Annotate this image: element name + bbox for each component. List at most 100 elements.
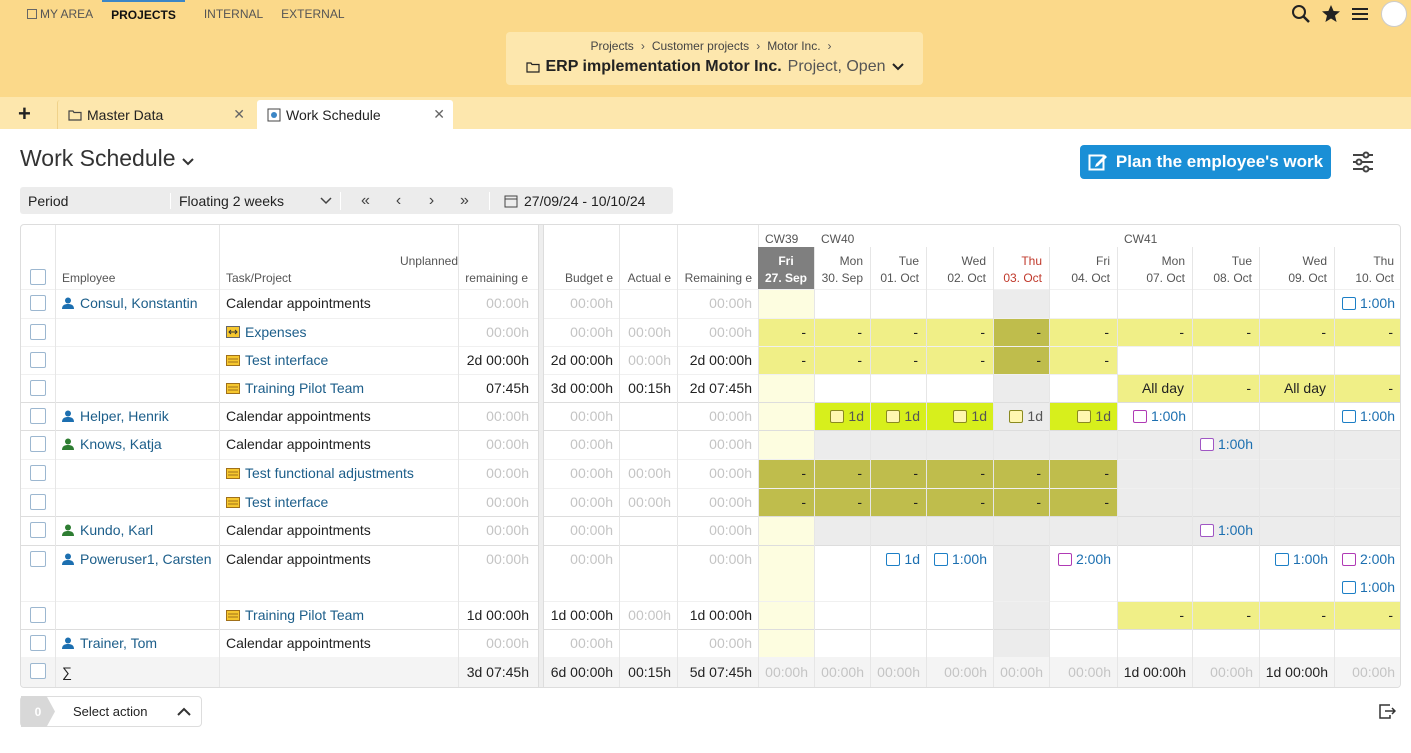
plan-cell[interactable]: - xyxy=(801,352,806,368)
plan-cell[interactable]: - xyxy=(1036,494,1041,510)
plan-bar[interactable] xyxy=(758,318,1400,346)
plan-cell[interactable]: - xyxy=(1104,494,1109,510)
select-action-dropdown[interactable]: 0 Select action xyxy=(20,696,202,727)
column-header-actual[interactable]: Actual e xyxy=(627,271,671,285)
plan-bar[interactable] xyxy=(1117,601,1400,629)
plan-cell[interactable]: - xyxy=(1104,324,1109,340)
plan-cell[interactable]: All day xyxy=(1283,380,1326,396)
task-link[interactable]: Expenses xyxy=(226,318,456,346)
plan-cell[interactable]: - xyxy=(1179,324,1184,340)
appointment-cell[interactable]: 2:00h xyxy=(1049,545,1111,573)
totals-checkbox[interactable] xyxy=(30,663,46,679)
plan-cell[interactable]: - xyxy=(857,352,862,368)
plan-cell[interactable]: - xyxy=(1036,352,1041,368)
column-header-task[interactable]: Task/Project xyxy=(226,271,292,285)
row-checkbox[interactable] xyxy=(30,436,46,452)
column-header-employee[interactable]: Employee xyxy=(62,271,116,285)
task-link[interactable]: Test functional adjustments xyxy=(226,459,456,487)
plan-employee-work-button[interactable]: Plan the employee's work xyxy=(1080,145,1331,179)
star-icon[interactable] xyxy=(1321,4,1341,24)
row-checkbox[interactable] xyxy=(30,324,46,340)
row-checkbox[interactable] xyxy=(30,494,46,510)
plan-bar-holiday[interactable] xyxy=(993,346,1049,374)
row-checkbox[interactable] xyxy=(30,465,46,481)
export-icon[interactable] xyxy=(1378,702,1397,723)
plan-bar[interactable] xyxy=(758,346,1117,374)
plan-cell[interactable]: - xyxy=(1246,380,1251,396)
plan-bar-absent[interactable] xyxy=(758,459,1117,488)
plan-cell[interactable]: - xyxy=(1036,324,1041,340)
plan-cell[interactable]: - xyxy=(1246,324,1251,340)
row-checkbox[interactable] xyxy=(30,551,46,567)
plan-cell[interactable]: - xyxy=(980,465,985,481)
plan-cell[interactable]: - xyxy=(801,494,806,510)
next-period-icon[interactable]: › xyxy=(428,191,435,209)
plan-cell[interactable]: - xyxy=(1104,352,1109,368)
employee-link[interactable]: Trainer, Tom xyxy=(61,629,216,657)
column-header-unplanned[interactable]: Unplanned xyxy=(399,254,458,268)
plan-cell[interactable]: - xyxy=(1179,607,1184,623)
page-title[interactable]: Work Schedule xyxy=(20,145,194,172)
plan-cell[interactable]: - xyxy=(913,324,918,340)
plan-cell[interactable]: - xyxy=(980,324,985,340)
tab-work-schedule[interactable]: Work Schedule ✕ xyxy=(257,100,453,129)
plan-cell[interactable]: - xyxy=(1321,607,1326,623)
nav-projects[interactable]: PROJECTS xyxy=(102,0,185,28)
plan-bar-holiday[interactable] xyxy=(993,318,1049,346)
row-checkbox[interactable] xyxy=(30,408,46,424)
appointment-cell[interactable]: 1:00h xyxy=(1334,573,1395,601)
appointment-cell[interactable]: 1d xyxy=(870,402,920,430)
menu-icon[interactable] xyxy=(1351,4,1371,24)
plan-cell[interactable]: - xyxy=(857,324,862,340)
select-all-checkbox[interactable] xyxy=(30,269,46,285)
row-checkbox[interactable] xyxy=(30,607,46,623)
task-link[interactable]: Training Pilot Team xyxy=(226,601,456,629)
employee-link[interactable]: Consul, Konstantin xyxy=(61,289,216,317)
plan-cell[interactable]: - xyxy=(1246,607,1251,623)
plan-cell[interactable]: - xyxy=(913,494,918,510)
close-icon[interactable]: ✕ xyxy=(433,106,445,122)
plan-cell[interactable]: - xyxy=(857,494,862,510)
breadcrumb-projects[interactable]: Projects xyxy=(590,39,634,53)
breadcrumb-customer-projects[interactable]: Customer projects xyxy=(651,39,750,53)
settings-sliders-icon[interactable] xyxy=(1351,150,1375,177)
appointment-cell[interactable]: 1:00h xyxy=(1117,402,1186,430)
appointment-cell[interactable]: 1:00h xyxy=(1192,430,1253,458)
plan-cell[interactable]: - xyxy=(980,352,985,368)
plan-cell[interactable]: - xyxy=(980,494,985,510)
employee-link[interactable]: Kundo, Karl xyxy=(61,516,216,544)
appointment-cell[interactable]: 1:00h xyxy=(1334,289,1395,317)
plan-bar[interactable] xyxy=(1117,374,1400,402)
previous-period-icon[interactable]: ‹ xyxy=(395,191,402,209)
project-title-line[interactable]: ERP implementation Motor Inc. Project, O… xyxy=(506,58,923,76)
plan-cell[interactable]: - xyxy=(913,465,918,481)
appointment-cell[interactable]: 1d xyxy=(1049,402,1111,430)
task-link[interactable]: Training Pilot Team xyxy=(226,374,456,402)
appointment-cell[interactable]: 1d xyxy=(870,545,920,573)
plan-cell[interactable]: - xyxy=(1104,465,1109,481)
employee-link[interactable]: Poweruser1, Carsten xyxy=(61,545,216,573)
add-tab-icon[interactable]: + xyxy=(18,101,31,126)
plan-cell[interactable]: - xyxy=(1388,380,1393,396)
nav-my-area[interactable]: MY AREA xyxy=(18,0,102,28)
appointment-cell[interactable]: 1d xyxy=(814,402,864,430)
appointment-cell[interactable]: 1d xyxy=(926,402,987,430)
date-range[interactable]: 27/09/24 - 10/10/24 xyxy=(490,193,645,209)
appointment-cell[interactable]: 2:00h xyxy=(1334,545,1395,573)
plan-cell[interactable]: - xyxy=(913,352,918,368)
tab-master-data[interactable]: Master Data ✕ xyxy=(57,100,253,129)
last-period-icon[interactable]: » xyxy=(460,191,469,209)
period-select[interactable]: Floating 2 weeks xyxy=(170,192,340,209)
appointment-cell[interactable]: 1:00h xyxy=(1192,516,1253,544)
plan-cell[interactable]: - xyxy=(801,465,806,481)
avatar[interactable] xyxy=(1381,1,1407,27)
employee-link[interactable]: Helper, Henrik xyxy=(61,402,216,430)
plan-cell[interactable]: - xyxy=(857,465,862,481)
appointment-cell[interactable]: 1:00h xyxy=(1259,545,1328,573)
column-header-remaining[interactable]: Remaining e xyxy=(684,271,752,285)
row-checkbox[interactable] xyxy=(30,635,46,651)
employee-link[interactable]: Knows, Katja xyxy=(61,430,216,458)
breadcrumb-motor-inc[interactable]: Motor Inc. xyxy=(767,39,821,53)
appointment-cell[interactable]: 1d xyxy=(993,402,1043,430)
search-icon[interactable] xyxy=(1291,4,1311,24)
